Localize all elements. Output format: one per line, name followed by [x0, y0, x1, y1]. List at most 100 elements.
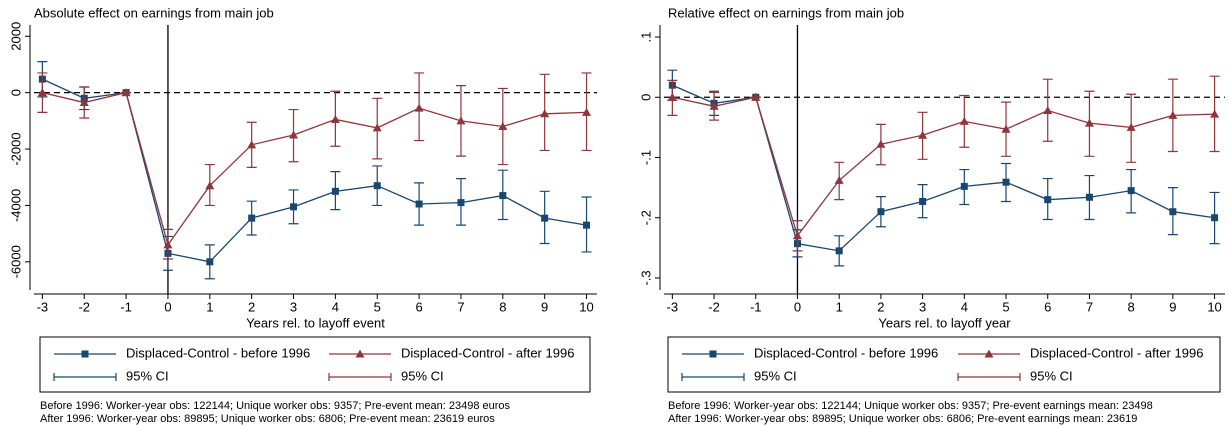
- point: [1002, 178, 1010, 186]
- point: [205, 181, 215, 190]
- x-tick-label: 10: [579, 299, 593, 314]
- point: [834, 175, 844, 184]
- point: [206, 258, 214, 266]
- point: [290, 203, 298, 211]
- x-tick-label: 10: [1207, 299, 1221, 314]
- point: [498, 121, 508, 130]
- point: [372, 123, 382, 132]
- point: [1168, 110, 1178, 119]
- point: [414, 103, 424, 112]
- point: [1001, 124, 1011, 133]
- point: [792, 231, 802, 240]
- series-line: [672, 96, 1215, 238]
- series-line: [672, 84, 1215, 252]
- point: [959, 116, 969, 125]
- point: [331, 187, 339, 195]
- x-tick-label: 2: [248, 299, 255, 314]
- note: Before 1996: Worker-year obs: 122144; Un…: [668, 400, 1153, 412]
- x-tick-label: 1: [836, 299, 843, 314]
- x-tick-label: 0: [164, 299, 171, 314]
- legend-label: Displaced-Control - before 1996: [126, 345, 310, 360]
- x-axis-label: Years rel. to layoff event: [246, 315, 385, 330]
- x-tick-label: -1: [120, 299, 132, 314]
- y-tick-label: -4000: [8, 189, 23, 222]
- x-tick-label: -3: [37, 299, 49, 314]
- y-tick-label: -.1: [638, 150, 653, 165]
- x-tick-label: 7: [457, 299, 464, 314]
- legend-box: [39, 336, 591, 393]
- point: [373, 182, 381, 190]
- point: [330, 114, 340, 123]
- x-tick-label: -3: [667, 299, 679, 314]
- x-tick-label: 7: [1086, 299, 1093, 314]
- legend-label: Displaced-Control - before 1996: [754, 345, 938, 360]
- y-tick-label: .1: [638, 32, 653, 43]
- x-tick-label: 5: [1002, 299, 1009, 314]
- legend-ci: [53, 373, 117, 381]
- point: [289, 130, 299, 139]
- note: After 1996: Worker-year obs: 89895; Uniq…: [668, 413, 1137, 425]
- point: [79, 98, 89, 107]
- point: [960, 182, 968, 190]
- x-tick-label: 4: [332, 299, 339, 314]
- chart-title: Absolute effect on earnings from main jo…: [34, 5, 274, 20]
- x-tick-label: 5: [374, 299, 381, 314]
- legend-marker: [709, 350, 717, 358]
- legend-ci: [328, 373, 392, 381]
- x-tick-label: 1: [206, 299, 213, 314]
- point: [876, 139, 886, 148]
- series-line: [42, 91, 587, 247]
- point: [1044, 196, 1052, 204]
- x-tick-label: 0: [794, 299, 801, 314]
- y-tick-label: 2000: [8, 22, 23, 51]
- point: [540, 109, 550, 118]
- note: Before 1996: Worker-year obs: 122144; Un…: [40, 400, 511, 412]
- legend-marker: [984, 349, 994, 358]
- point: [709, 101, 719, 110]
- point: [1211, 214, 1219, 222]
- point: [456, 116, 466, 125]
- y-tick-label: -2000: [8, 132, 23, 165]
- legend-label: 95% CI: [401, 368, 444, 383]
- x-tick-label: -2: [78, 299, 90, 314]
- x-tick-label: 3: [290, 299, 297, 314]
- legend-marker: [355, 349, 365, 358]
- chart-title: Relative effect on earnings from main jo…: [668, 5, 904, 20]
- x-tick-label: 3: [919, 299, 926, 314]
- legend-label: 95% CI: [1030, 368, 1073, 383]
- legend-marker: [81, 350, 89, 358]
- point: [877, 208, 885, 216]
- legend-label: 95% CI: [754, 368, 797, 383]
- note: After 1996: Worker-year obs: 89895; Uniq…: [40, 413, 495, 425]
- x-tick-label: 8: [1128, 299, 1135, 314]
- x-tick-label: 2: [877, 299, 884, 314]
- point: [247, 140, 257, 149]
- point: [919, 197, 927, 205]
- x-tick-label: -2: [708, 299, 720, 314]
- point: [1126, 122, 1136, 131]
- legend-ci: [681, 373, 745, 381]
- point: [1084, 118, 1094, 127]
- point: [37, 88, 47, 97]
- legend-box: [667, 336, 1221, 393]
- point: [1085, 193, 1093, 201]
- point: [835, 247, 843, 255]
- legend-label: Displaced-Control - after 1996: [1030, 345, 1203, 360]
- x-tick-label: 9: [541, 299, 548, 314]
- point: [541, 214, 549, 222]
- point: [1169, 208, 1177, 216]
- point: [918, 130, 928, 139]
- y-tick-label: -.3: [638, 270, 653, 285]
- point: [751, 92, 761, 101]
- legend-label: 95% CI: [126, 368, 169, 383]
- x-axis-label: Years rel. to layoff year: [878, 315, 1011, 330]
- point: [667, 92, 677, 101]
- point: [582, 107, 592, 116]
- x-tick-label: 6: [1044, 299, 1051, 314]
- point: [499, 192, 507, 200]
- x-tick-label: -1: [750, 299, 762, 314]
- point: [1210, 109, 1220, 118]
- legend-label: Displaced-Control - after 1996: [401, 345, 574, 360]
- point: [583, 221, 591, 229]
